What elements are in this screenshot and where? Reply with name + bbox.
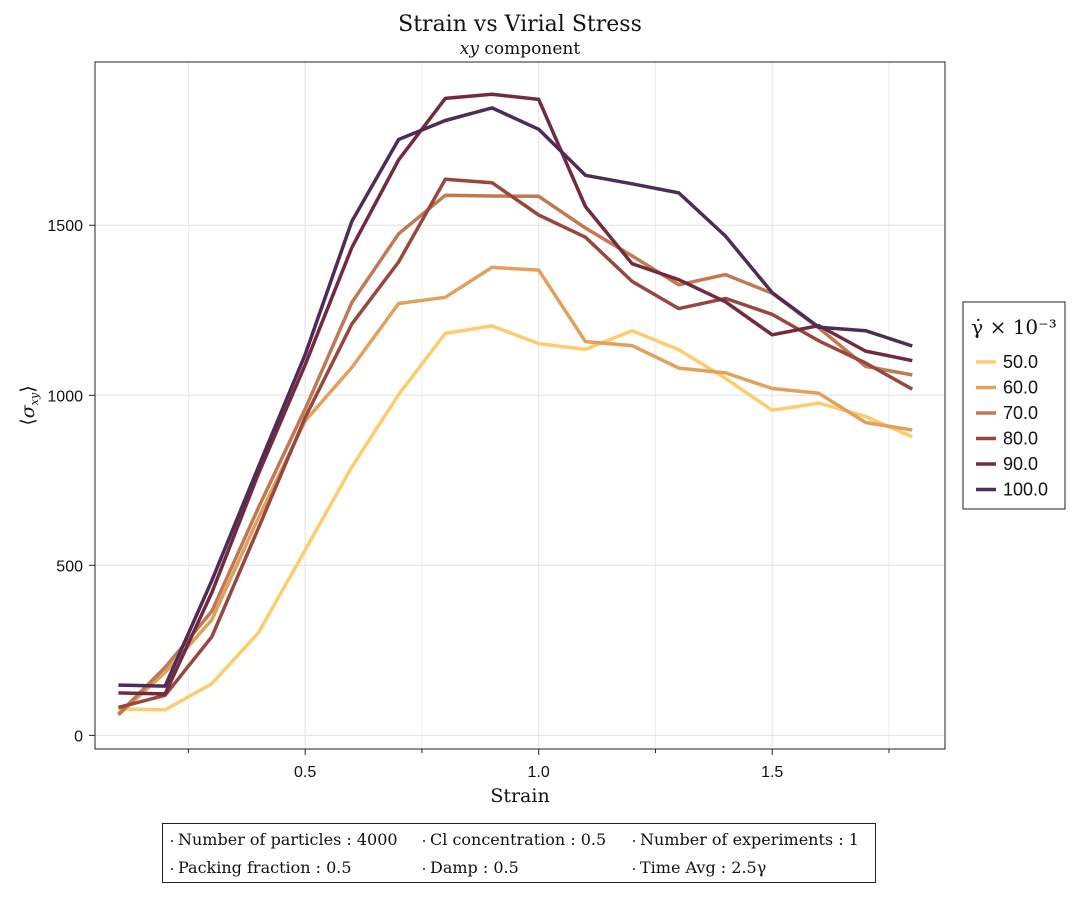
series-line-80.0 [117,177,914,710]
y-tick-label: 1000 [47,388,83,405]
info-item: Number of particles : 4000 [171,830,398,849]
info-item: Cl concentration : 0.5 [423,830,606,849]
series-line-50.0 [118,324,914,712]
x-tick-label: 1.5 [761,764,783,781]
chart-subtitle: xy component [95,39,945,59]
x-tick-label: 1.0 [528,764,550,781]
x-axis-label: Strain [490,785,549,807]
parameter-info-box: Number of particles : 4000 Cl concentrat… [162,823,876,883]
y-axis-label: ⟨σxy⟩ [17,385,41,425]
y-tick-label: 0 [74,728,83,745]
legend-label: 90.0 [1003,454,1038,474]
info-item: Number of experiments : 1 [633,830,859,849]
legend-label: 50.0 [1003,352,1038,372]
series-line-100.0 [118,106,913,688]
y-tick-label: 500 [56,558,83,575]
legend-title: γ̇ × 10⁻³ [971,315,1056,339]
legend-box [962,301,1066,510]
subtitle-text: component [479,39,581,59]
info-item: Damp : 0.5 [423,858,519,877]
plot-frame [94,61,946,750]
series-line-90.0 [118,92,913,696]
info-item: Time Avg : 2.5γ [633,858,766,877]
y-tick-label: 1500 [47,218,83,235]
chart-title: Strain vs Virial Stress [398,12,642,37]
legend-label: 70.0 [1003,403,1038,423]
series-line-70.0 [117,193,913,716]
legend-label: 80.0 [1003,429,1038,449]
series-line-60.0 [117,265,913,717]
legend-label: 60.0 [1003,378,1038,398]
info-item: Packing fraction : 0.5 [171,858,352,877]
legend-label: 100.0 [1003,480,1048,500]
line-chart: 0.5 1.0 1.5 0 500 1000 1500 Strain ⟨σxy⟩ γ̇ × 10⁻… [17,61,1066,807]
x-tick-label: 0.5 [294,764,316,781]
subtitle-variable: xy [459,39,479,59]
